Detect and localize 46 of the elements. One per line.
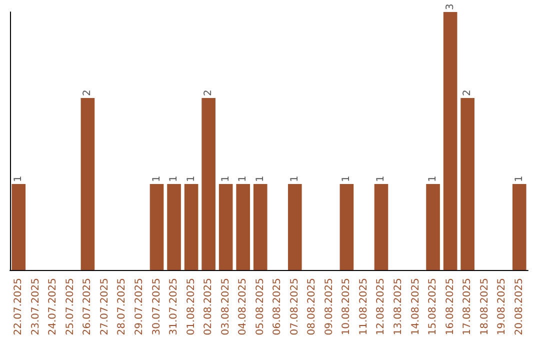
x-tick-label: 27.07.2025 (99, 278, 110, 336)
data-label: 2 (462, 90, 474, 96)
x-tick-label: 15.08.2025 (428, 278, 439, 336)
x-tick-label: 13.08.2025 (393, 278, 404, 336)
x-tick-label: 07.08.2025 (289, 278, 300, 336)
x-tick-label: 03.08.2025 (220, 278, 232, 336)
x-tick-label: 12.08.2025 (376, 278, 387, 336)
x-tick-label: 19.08.2025 (496, 278, 508, 336)
x-tick-label: 18.08.2025 (479, 278, 490, 336)
x-tick-label: 01.08.2025 (186, 278, 197, 336)
x-tick-label: 08.08.2025 (306, 278, 318, 336)
data-label: 1 (238, 176, 249, 182)
x-tick-label: 09.08.2025 (324, 278, 335, 336)
data-label: 1 (254, 176, 266, 182)
x-tick-label: 25.07.2025 (64, 278, 76, 336)
x-tick-label: 05.08.2025 (254, 278, 266, 336)
x-tick-label: 28.07.2025 (116, 278, 128, 336)
x-tick-label: 02.08.2025 (203, 278, 214, 336)
data-label: 2 (203, 90, 214, 96)
data-label: 1 (514, 176, 525, 182)
data-label: 1 (13, 176, 24, 182)
x-tick-label: 26.07.2025 (82, 278, 94, 336)
x-tick-label: 04.08.2025 (238, 278, 249, 336)
data-label: 3 (444, 4, 456, 10)
data-label: 2 (82, 90, 94, 96)
x-tick-label: 10.08.2025 (341, 278, 352, 336)
x-tick-label: 14.08.2025 (410, 278, 422, 336)
data-label: 1 (428, 176, 439, 182)
x-tick-label: 24.07.2025 (48, 278, 59, 336)
data-label: 1 (341, 176, 352, 182)
x-tick-label: 06.08.2025 (272, 278, 284, 336)
x-tick-label: 22.07.2025 (13, 278, 24, 336)
data-label: 1 (289, 176, 300, 182)
x-tick-label: 23.07.2025 (30, 278, 42, 336)
x-tick-label: 16.08.2025 (444, 278, 456, 336)
x-tick-label: 30.07.2025 (151, 278, 162, 336)
data-label: 1 (151, 176, 162, 182)
data-label: 1 (220, 176, 232, 182)
x-tick-label: 20.08.2025 (514, 278, 525, 336)
x-tick-label: 17.08.2025 (462, 278, 474, 336)
x-tick-label: 29.07.2025 (134, 278, 145, 336)
data-label: 1 (186, 176, 197, 182)
data-label: 1 (376, 176, 387, 182)
x-tick-label: 11.08.2025 (358, 278, 370, 336)
data-label: 1 (168, 176, 180, 182)
x-tick-label: 31.07.2025 (168, 278, 180, 336)
